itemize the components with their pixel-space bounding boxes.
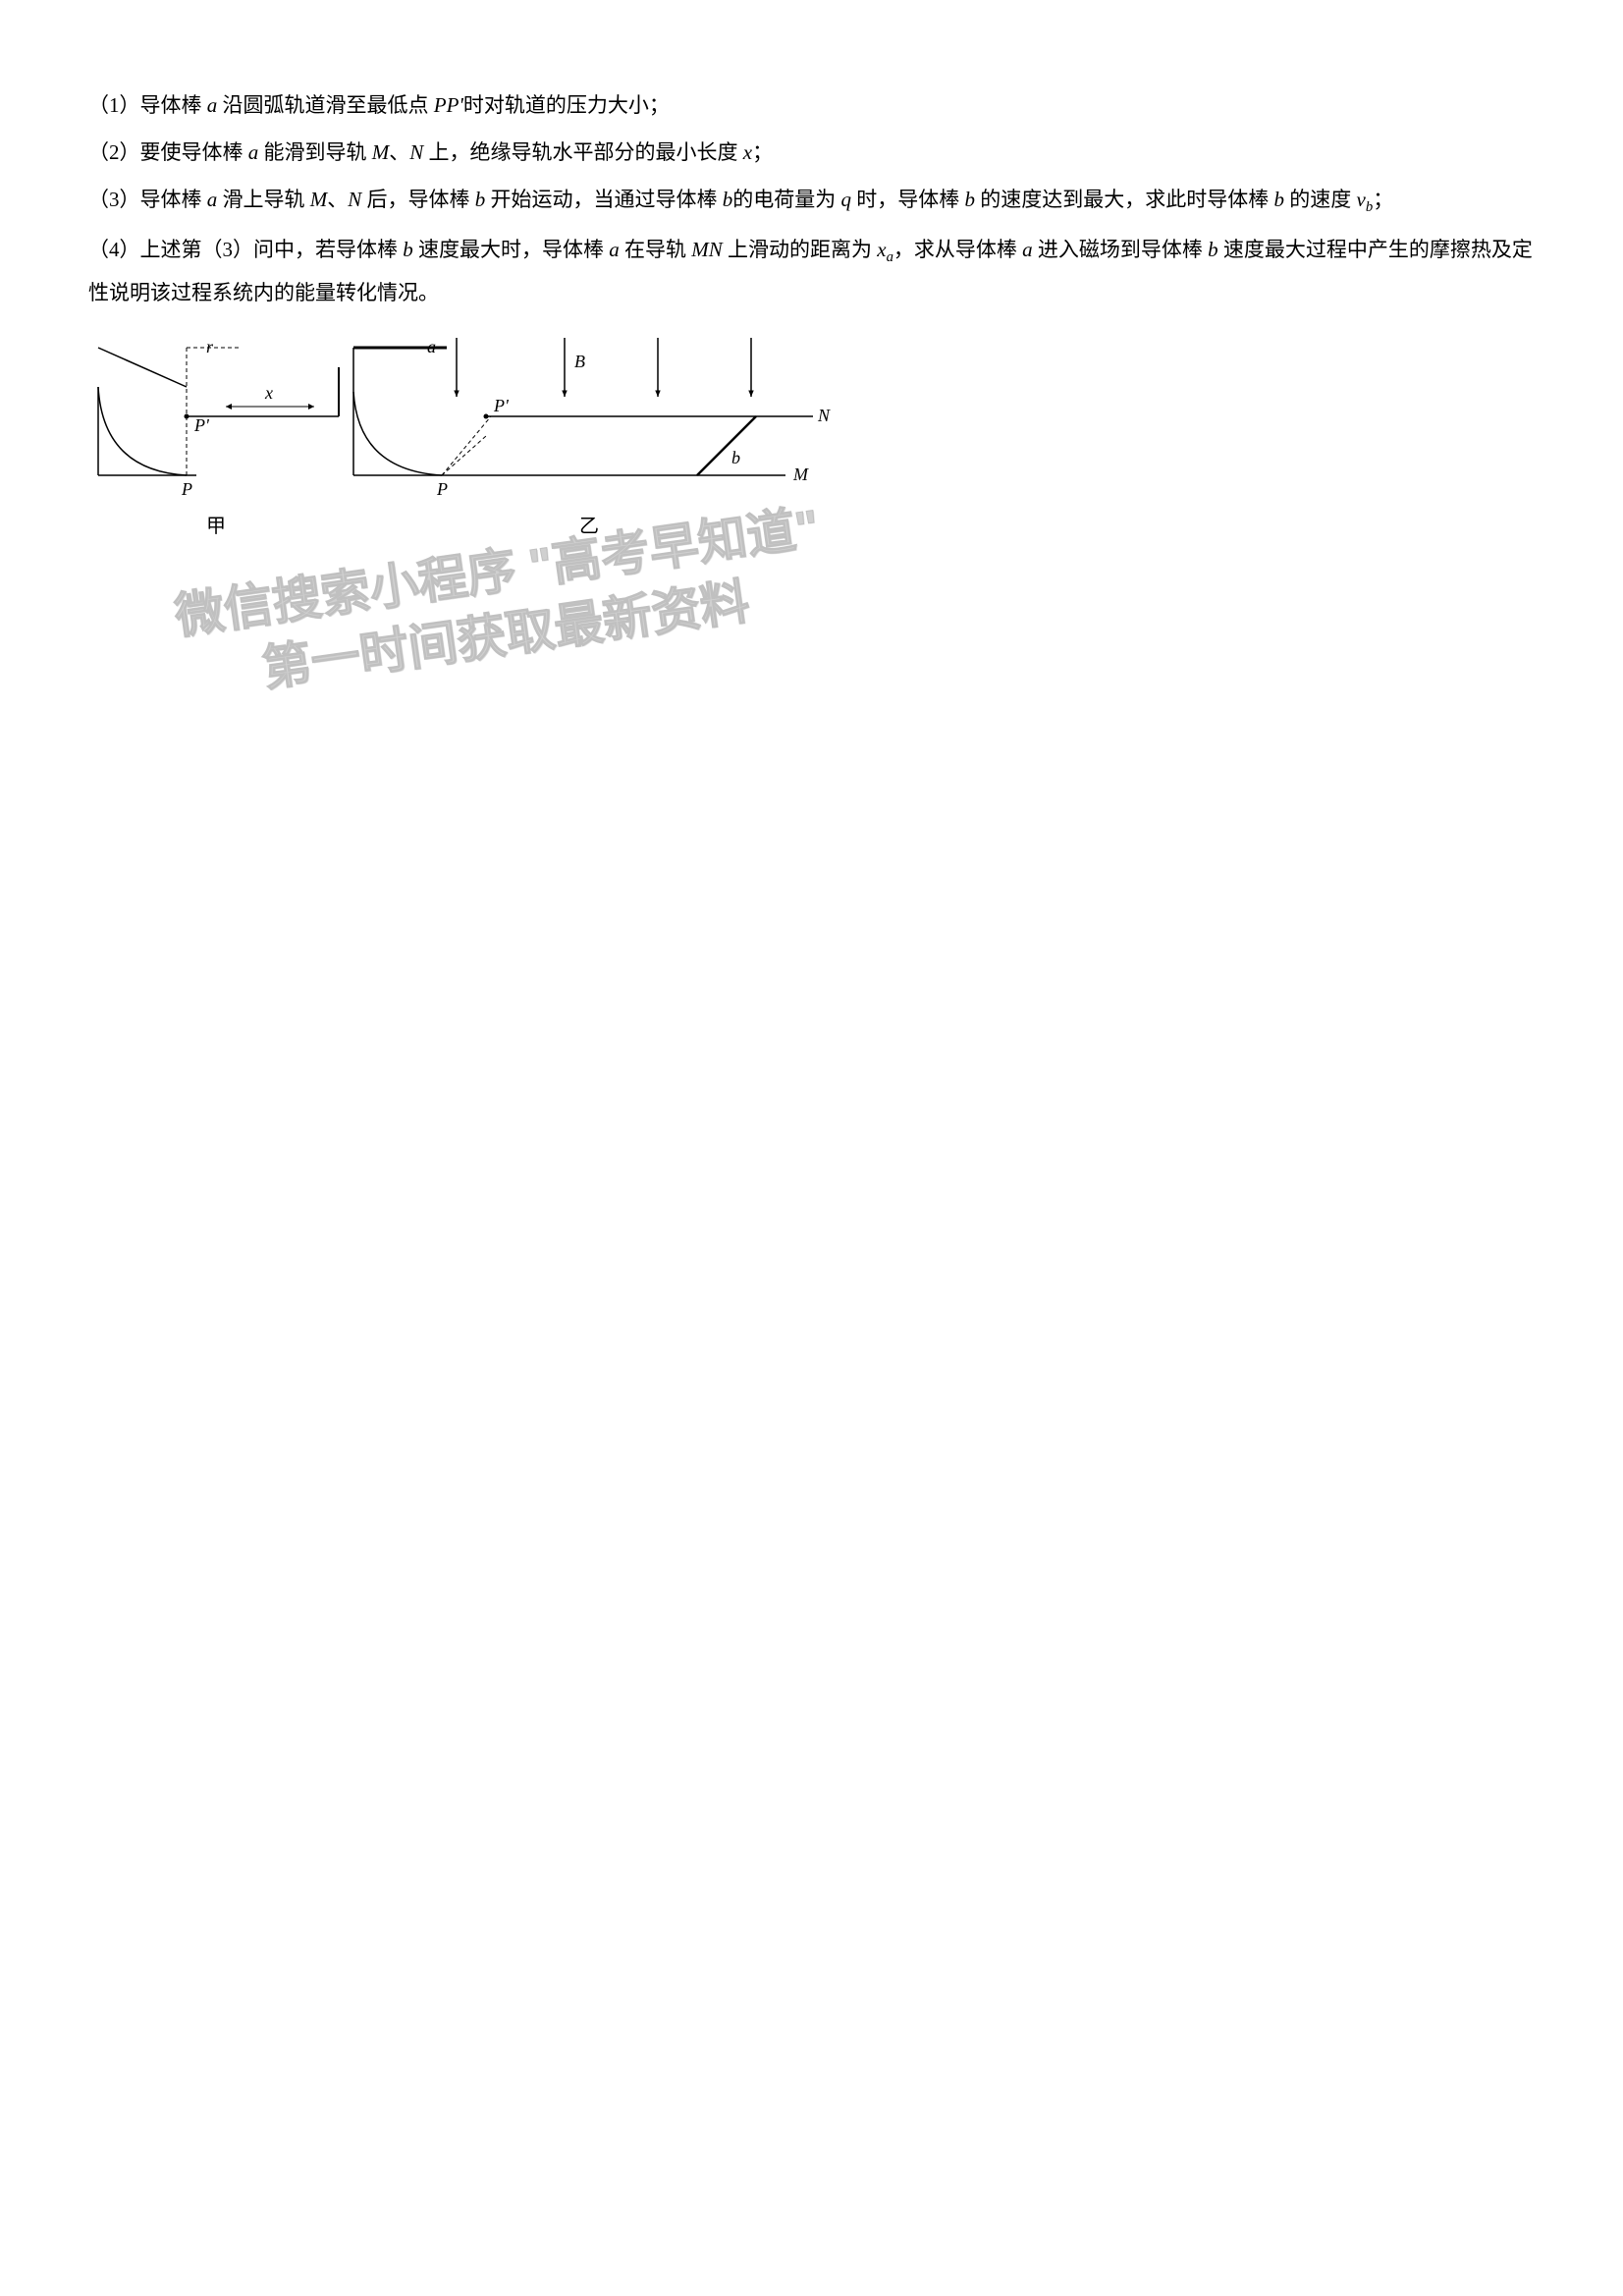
svg-text:P: P — [181, 479, 192, 499]
svg-text:N: N — [817, 406, 831, 425]
q3-number: （3） — [88, 188, 140, 211]
q1-number: （1） — [88, 93, 140, 117]
caption-jia: 甲 — [206, 510, 226, 538]
question-1: （1）导体棒 a 沿圆弧轨道滑至最低点 PP'时对轨道的压力大小； — [88, 84, 1535, 126]
svg-text:B: B — [574, 352, 585, 371]
question-2: （2）要使导体棒 a 能滑到导轨 M、N 上，绝缘导轨水平部分的最小长度 x； — [88, 132, 1535, 173]
diagram-jia: r x P' P 甲 — [88, 338, 344, 538]
svg-text:x: x — [264, 383, 273, 403]
caption-yi: 乙 — [579, 510, 599, 538]
svg-text:P': P' — [493, 396, 510, 415]
question-4: （4）上述第（3）问中，若导体棒 b 速度最大时，导体棒 a 在导轨 MN 上滑… — [88, 229, 1535, 314]
svg-text:P: P — [436, 479, 448, 499]
question-3: （3）导体棒 a 滑上导轨 M、N 后，导体棒 b 开始运动，当通过导体棒 b的… — [88, 179, 1535, 223]
svg-text:P': P' — [193, 415, 210, 435]
svg-text:M: M — [792, 465, 809, 484]
diagrams-container: r x P' P 甲 a B P' P N Mb 乙 — [88, 338, 1535, 538]
svg-text:b: b — [731, 448, 740, 467]
svg-text:a: a — [427, 338, 436, 356]
svg-text:r: r — [206, 338, 214, 356]
diagram-yi-svg: a B P' P N Mb — [344, 338, 835, 505]
diagram-jia-svg: r x P' P — [88, 338, 344, 505]
q2-number: （2） — [88, 140, 140, 164]
diagram-yi: a B P' P N Mb 乙 — [344, 338, 835, 538]
watermark-line2: 第一时间获取最新资料 — [180, 559, 832, 712]
q4-number: （4） — [88, 238, 140, 261]
